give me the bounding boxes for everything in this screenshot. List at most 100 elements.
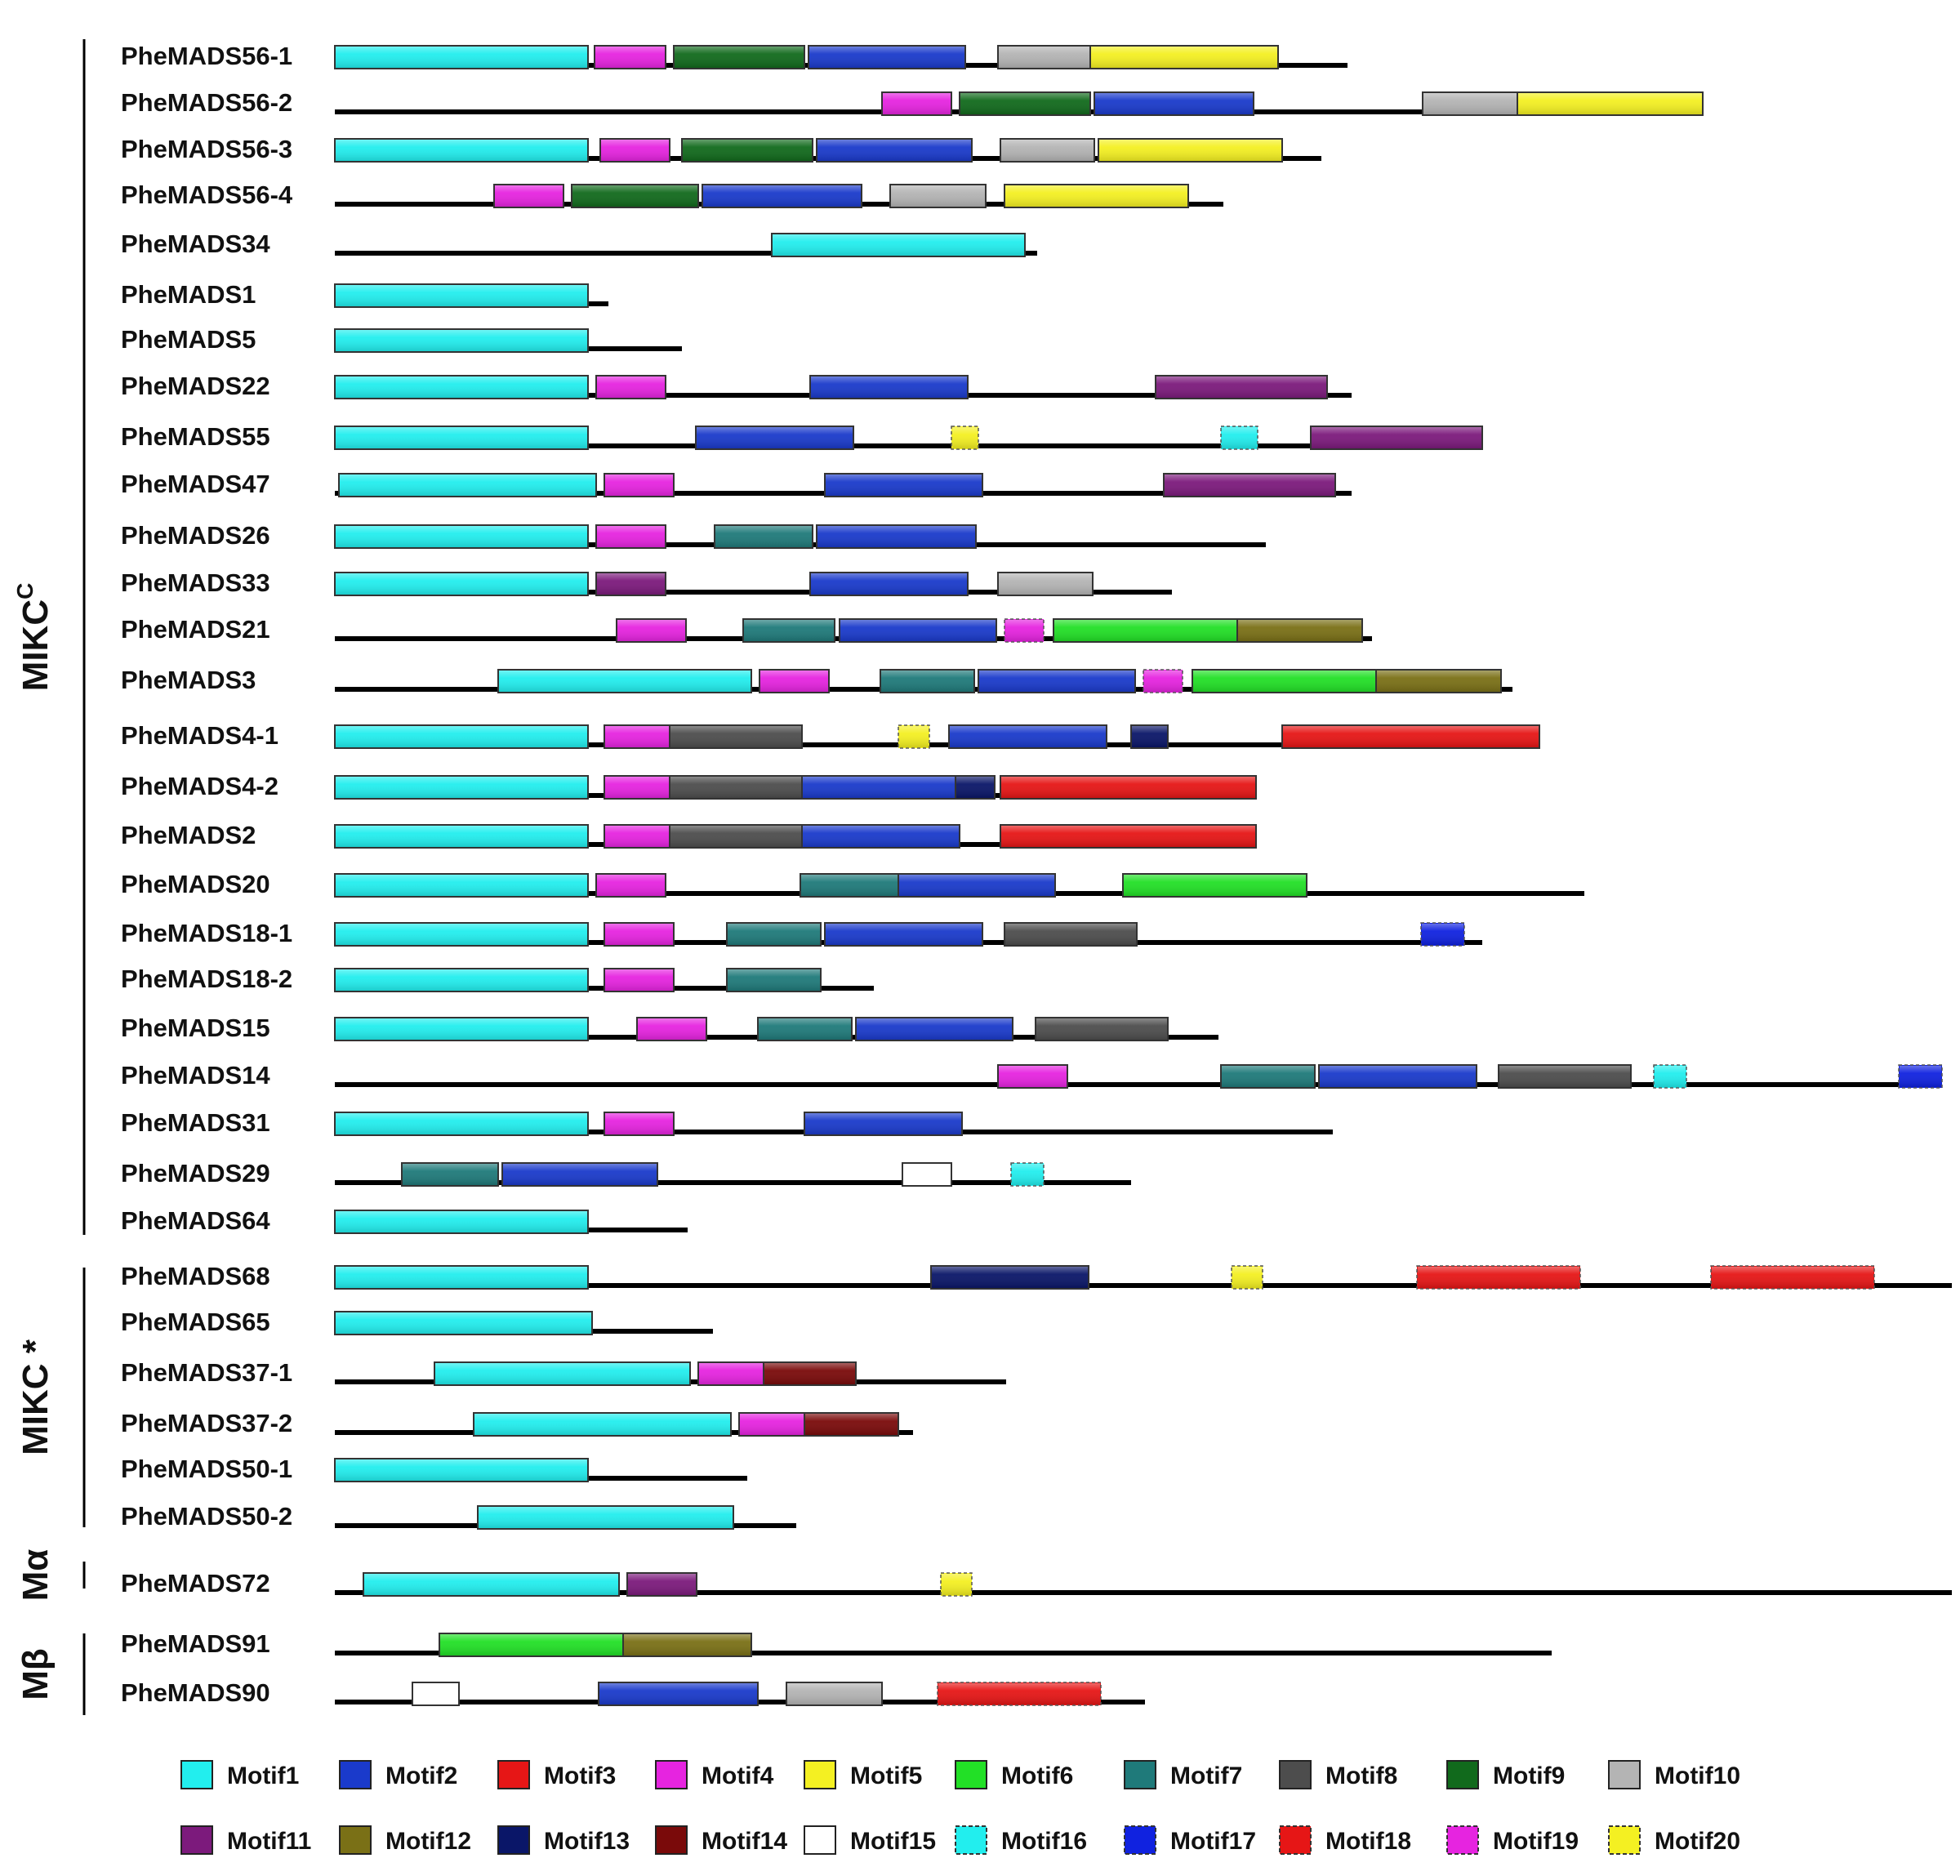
motif-box-shading: [899, 726, 929, 747]
motif-box-shading: [817, 140, 971, 161]
motif-box-shading: [605, 726, 669, 747]
motif-box-shading: [801, 875, 898, 896]
legend-item: Motif14: [655, 1825, 787, 1855]
motif-box-shading: [683, 140, 812, 161]
motif-box-shading: [1001, 140, 1094, 161]
gene-row: PheMADS18-2: [121, 965, 874, 993]
motif-box-shading: [1283, 726, 1539, 747]
motif-box-shading: [336, 1211, 587, 1232]
motif-box-shading: [938, 1683, 1100, 1704]
motif-box-shading: [697, 427, 853, 448]
gene-label: PheMADS14: [121, 1061, 270, 1090]
legend-swatch: [1608, 1760, 1641, 1789]
group-brackets: MIKCC MIKC * Mα Mβ: [12, 39, 86, 1715]
gene-label: PheMADS55: [121, 422, 270, 451]
motif-box-shading: [435, 1363, 689, 1384]
legend-label: Motif6: [1001, 1762, 1073, 1789]
motif-box-shading: [942, 1574, 971, 1595]
gene-backbone-line: [335, 1590, 1952, 1595]
motif-box-shading: [336, 969, 587, 991]
gene-row: PheMADS5: [121, 325, 682, 354]
motif-box-shading: [932, 1267, 1088, 1288]
motif-box-shading: [628, 1574, 696, 1595]
legend-label: Motif14: [702, 1828, 787, 1855]
motif-box-shading: [597, 377, 665, 398]
gene-row: PheMADS65: [121, 1308, 713, 1336]
gene-row: PheMADS14: [121, 1061, 1943, 1090]
motif-box-shading: [1222, 1066, 1314, 1087]
gene-row: PheMADS18-1: [121, 919, 1482, 947]
legend-label: Motif1: [227, 1762, 299, 1789]
motif-box-shading: [336, 377, 587, 398]
motif-box-shading: [601, 140, 669, 161]
motif-box-shading: [1156, 377, 1326, 398]
legend-item: Motif20: [1608, 1825, 1740, 1855]
motif-box-shading: [1418, 1267, 1579, 1288]
motif-box-shading: [1377, 671, 1500, 692]
motif-box-shading: [744, 620, 834, 641]
legend-item: Motif4: [655, 1760, 774, 1789]
legend-item: Motif3: [497, 1760, 616, 1789]
legend-swatch: [804, 1825, 836, 1855]
legend-label: Motif12: [385, 1828, 471, 1855]
legend-item: Motif12: [339, 1825, 471, 1855]
legend-label: Motif8: [1325, 1762, 1397, 1789]
legend-item: Motif9: [1446, 1760, 1565, 1789]
gene-label: PheMADS22: [121, 372, 270, 400]
motif-box-shading: [1144, 671, 1182, 692]
legend-swatch: [1446, 1825, 1479, 1855]
gene-row: PheMADS4-2: [121, 772, 1257, 800]
motif-box-shading: [883, 93, 951, 114]
gene-label: PheMADS56-4: [121, 180, 293, 209]
motif-box-shading: [764, 1363, 855, 1384]
motif-box-shading: [773, 234, 1024, 256]
motif-box-shading: [1091, 47, 1277, 68]
gene-label: PheMADS56-1: [121, 42, 292, 70]
legend-swatch: [497, 1825, 530, 1855]
gene-label: PheMADS33: [121, 568, 270, 597]
gene-row: PheMADS56-1: [121, 42, 1348, 70]
motif-box-shading: [599, 1683, 757, 1704]
motif-box-shading: [1036, 1018, 1167, 1040]
motif-box-shading: [605, 826, 669, 847]
legend-label: Motif15: [850, 1828, 936, 1855]
gene-label: PheMADS47: [121, 470, 270, 498]
gene-row: PheMADS37-2: [121, 1409, 913, 1437]
motif-box-shading: [336, 826, 587, 847]
motif-box-shading: [670, 726, 801, 747]
legend-label: Motif19: [1493, 1828, 1579, 1855]
legend-label: Motif16: [1001, 1828, 1087, 1855]
motif-box-shading: [605, 475, 673, 496]
legend-label: Motif9: [1493, 1762, 1565, 1789]
legend-swatch: [339, 1825, 372, 1855]
gene-row: PheMADS56-3: [121, 135, 1321, 163]
legend-swatch: [1608, 1825, 1641, 1855]
gene-label: PheMADS56-3: [121, 135, 292, 163]
motif-box-shading: [805, 1414, 898, 1435]
motif-box-shading: [1518, 93, 1702, 114]
gene-label: PheMADS56-2: [121, 88, 292, 117]
motif-box-shading: [336, 1018, 587, 1040]
motif-box-shading: [1124, 875, 1306, 896]
gene-backbone-line: [335, 1082, 1923, 1087]
legend-label: Motif11: [227, 1828, 311, 1855]
motif-box-shading: [336, 1267, 587, 1288]
gene-row: PheMADS34: [121, 229, 1037, 258]
motif-box-shading: [1320, 1066, 1476, 1087]
motif-box-shading: [336, 427, 587, 448]
motif-box-shading: [1001, 826, 1255, 847]
motif-box-shading: [1422, 924, 1463, 945]
gene-row: PheMADS3: [121, 666, 1512, 694]
gene-backbone-line: [335, 1283, 1952, 1288]
gene-row: PheMADS33: [121, 568, 1172, 597]
gene-row: PheMADS50-2: [121, 1502, 796, 1531]
group-label-text: Mβ: [16, 1648, 56, 1700]
gene-backbone-line: [335, 1180, 1131, 1185]
motif-box-shading: [1232, 1267, 1262, 1288]
motif-box-shading: [1900, 1066, 1941, 1087]
motif-box-shading: [809, 47, 964, 68]
gene-label: PheMADS65: [121, 1308, 270, 1336]
motif-box-shading: [605, 1113, 673, 1134]
motif-box-shading: [999, 573, 1092, 595]
